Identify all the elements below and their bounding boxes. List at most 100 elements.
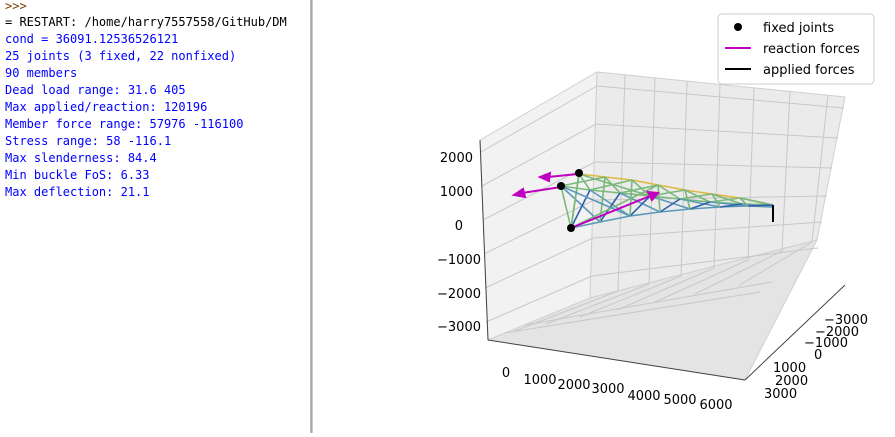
x-tick: 6000: [699, 398, 732, 413]
truss-member: [578, 173, 606, 178]
truss-member: [659, 198, 681, 213]
truss-member: [560, 185, 631, 217]
shell-output-line: Member force range: 57976 -116100: [5, 117, 244, 131]
z-tick: −3000: [437, 320, 481, 335]
truss-member: [684, 189, 713, 195]
shell-output-line: Max slenderness: 84.4: [5, 151, 157, 165]
reaction-forces: [511, 171, 661, 229]
truss-member: [709, 201, 749, 207]
truss-member: [739, 197, 749, 207]
z-axis-line: [479, 139, 489, 341]
x-tick: 1000: [523, 373, 556, 388]
x-tick: 0: [502, 366, 510, 381]
reaction-arrow: [547, 173, 579, 178]
x-tick: 2000: [557, 378, 590, 393]
plot-figure[interactable]: 2000 1000 0 −1000 −2000 −3000 0 1000 200…: [313, 0, 895, 433]
reaction-arrowhead: [537, 171, 552, 183]
truss-member: [560, 176, 606, 187]
truss-member: [619, 184, 659, 194]
truss-member: [599, 176, 606, 223]
grid-lines: [480, 74, 845, 334]
reaction-arrow: [570, 195, 651, 229]
shell-output-line: Min buckle FoS: 6.33: [5, 168, 150, 182]
y-tick: −1000: [804, 336, 848, 351]
legend-marker-dot: [734, 23, 742, 31]
x-tick: 3000: [591, 382, 624, 397]
truss-member: [629, 211, 661, 217]
shell-output-line: cond = 36091.12536526121: [5, 32, 179, 46]
truss-member: [689, 206, 721, 210]
truss-member: [679, 193, 713, 200]
y-axis-line: [744, 284, 846, 381]
legend-box: [717, 13, 875, 85]
y-tick: 3000: [764, 387, 797, 402]
legend-label: fixed joints: [763, 21, 834, 36]
x-tick: 4000: [627, 389, 660, 404]
y-tick: −3000: [824, 313, 868, 328]
truss-member: [578, 173, 651, 197]
truss-member: [560, 185, 591, 191]
python-shell[interactable]: >>> = RESTART: /home/harry7557558/GitHub…: [0, 0, 311, 433]
z-tick-labels: 2000 1000 0 −1000 −2000 −3000: [437, 151, 481, 335]
reaction-arrowhead: [646, 190, 661, 202]
restart-line: = RESTART: /home/harry7557558/GitHub/DM: [5, 15, 287, 29]
truss-member: [589, 189, 631, 217]
fixed-joint: [557, 182, 565, 190]
z-tick: 2000: [440, 151, 473, 166]
truss-member: [589, 179, 633, 191]
shell-output-line: 90 members: [5, 66, 78, 80]
z-tick: 0: [455, 219, 463, 234]
fixed-joint: [575, 169, 583, 177]
truss-member: [657, 184, 661, 213]
truss-member: [711, 193, 741, 199]
z-tick: −1000: [437, 253, 481, 268]
fixed-joint: [567, 224, 575, 232]
truss-member: [589, 189, 621, 194]
truss-member: [739, 197, 774, 206]
truss-member: [679, 198, 721, 208]
truss-member: [719, 203, 743, 208]
z-tick: −2000: [437, 287, 481, 302]
x-tick-labels: 0 1000 2000 3000 4000 5000 6000: [502, 366, 733, 413]
shell-output-line: Dead load range: 31.6 405: [5, 83, 186, 97]
y-tick: −2000: [815, 325, 859, 340]
shell-output-line: Max deflection: 21.1: [5, 185, 150, 199]
y-tick: 1000: [773, 361, 806, 376]
back-pane-right: [589, 71, 846, 299]
truss-member: [631, 179, 659, 186]
shell-output-line: 25 joints (3 fixed, 22 nonfixed): [5, 49, 237, 63]
truss-member: [560, 185, 572, 229]
plot-legend: fixed joints reaction forces applied for…: [717, 13, 875, 85]
y-tick: 2000: [775, 374, 808, 389]
shell-output-line: Max applied/reaction: 120196: [5, 100, 208, 114]
truss-member: [684, 189, 691, 210]
reaction-arrow: [521, 186, 562, 194]
truss-3d-plot[interactable]: 2000 1000 0 −1000 −2000 −3000 0 1000 200…: [313, 0, 895, 433]
truss-member: [709, 197, 741, 203]
reaction-arrowhead: [511, 187, 527, 199]
truss-member: [570, 189, 591, 229]
z-tick: 1000: [440, 185, 473, 200]
back-pane-left: [479, 71, 598, 341]
truss-member: [604, 176, 633, 181]
pane-divider[interactable]: [310, 0, 313, 433]
truss-member: [711, 193, 721, 208]
truss-member: [747, 204, 774, 207]
y-tick-labels: −3000 −2000 −1000 0 1000 2000 3000: [764, 313, 868, 402]
truss-member: [599, 215, 631, 223]
truss-member: [619, 192, 651, 197]
truss-member: [689, 201, 711, 210]
truss-member: [629, 195, 651, 217]
truss-member: [570, 184, 659, 229]
x-tick: 5000: [663, 393, 696, 408]
truss-member: [657, 184, 686, 191]
legend-label: reaction forces: [763, 42, 860, 57]
shell-output-line: Stress range: 58 -116.1: [5, 134, 172, 148]
truss-member: [659, 208, 691, 213]
x-axis-line: [487, 339, 746, 381]
truss-member: [619, 192, 661, 213]
y-tick: 0: [814, 348, 822, 363]
truss-member: [649, 195, 691, 210]
truss-member: [570, 173, 580, 229]
legend-label: applied forces: [763, 63, 855, 78]
